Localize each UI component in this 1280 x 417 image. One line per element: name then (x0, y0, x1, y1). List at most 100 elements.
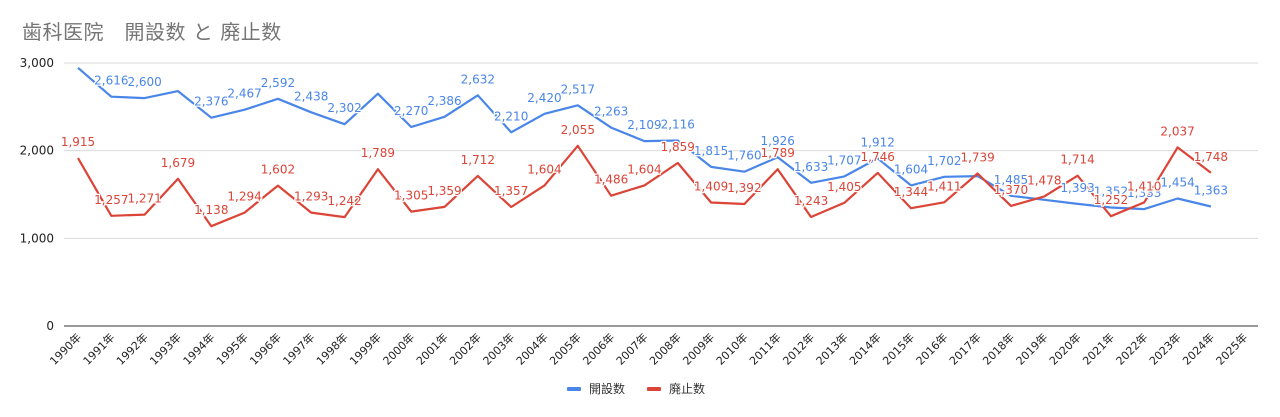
data-label: 1,357 (494, 184, 528, 198)
series-line-opened (77, 66, 1212, 211)
legend-item-closed[interactable]: 廃止数 (647, 380, 705, 397)
data-label: 1,714 (1060, 153, 1094, 167)
data-label: 1,486 (594, 173, 628, 187)
data-label: 2,420 (527, 91, 561, 105)
data-label: 1,242 (327, 194, 361, 208)
data-label: 1,602 (261, 163, 295, 177)
x-tick-label: 1999年 (347, 330, 384, 367)
data-label: 1,859 (661, 140, 695, 154)
x-tick-label: 2011年 (746, 330, 783, 367)
data-label: 1,712 (461, 153, 495, 167)
x-tick-label: 2019年 (1013, 330, 1050, 367)
x-tick-label: 2013年 (813, 330, 850, 367)
data-label: 2,616 (94, 74, 128, 88)
data-label: 1,138 (194, 203, 228, 217)
x-tick-label: 1997年 (280, 330, 317, 367)
data-label: 1,370 (994, 183, 1028, 197)
data-label: 1,789 (361, 146, 395, 160)
data-label: 1,633 (794, 160, 828, 174)
data-label: 1,392 (727, 181, 761, 195)
gridlines (64, 62, 1258, 327)
x-tick-label: 2022年 (1113, 330, 1150, 367)
data-label: 1,393 (1060, 181, 1094, 195)
data-label: 1,739 (960, 151, 994, 165)
data-label: 1,271 (127, 192, 161, 206)
y-tick-label: 1,000 (20, 231, 54, 245)
data-label: 2,210 (494, 109, 528, 123)
data-label: 2,055 (561, 123, 595, 137)
chart-title: 歯科医院 開設数 と 廃止数 (22, 20, 282, 44)
x-tick-label: 2001年 (413, 330, 450, 367)
data-label: 1,789 (761, 146, 795, 160)
data-label: 1,363 (1194, 184, 1228, 198)
x-axis-labels: 1990年1991年1992年1993年1994年1995年1996年1997年… (47, 330, 1251, 367)
data-label: 1,746 (861, 150, 895, 164)
legend: 開設数 廃止数 (567, 380, 705, 397)
data-label: 1,926 (761, 134, 795, 148)
data-label: 1,748 (1194, 150, 1228, 164)
legend-swatch-blue-icon (567, 386, 581, 391)
data-label: 2,037 (1160, 124, 1194, 138)
data-label: 2,302 (327, 101, 361, 115)
x-tick-label: 2018年 (980, 330, 1017, 367)
data-label: 2,438 (294, 89, 328, 103)
data-label: 1,409 (694, 179, 728, 193)
data-label: 2,386 (427, 94, 461, 108)
y-axis-labels: 0 1,000 2,000 3,000 (20, 56, 54, 333)
x-tick-label: 2017年 (946, 330, 983, 367)
legend-swatch-red-icon (647, 386, 662, 391)
data-label: 1,604 (527, 162, 561, 176)
x-tick-label: 2015年 (880, 330, 917, 367)
x-tick-label: 1992年 (113, 330, 150, 367)
data-label: 1,912 (861, 135, 895, 149)
data-label: 1,604 (894, 162, 928, 176)
data-label: 1,344 (894, 185, 928, 199)
x-tick-label: 2007年 (613, 330, 650, 367)
data-label: 1,454 (1160, 176, 1194, 190)
data-label: 2,592 (261, 76, 295, 90)
x-tick-label: 1996年 (247, 330, 284, 367)
data-label: 1,333 (1127, 186, 1161, 200)
data-label: 1,707 (827, 153, 861, 167)
data-label: 1,352 (1094, 184, 1128, 198)
data-label: 2,632 (461, 72, 495, 86)
data-label: 1,702 (927, 154, 961, 168)
data-label: 2,270 (394, 104, 428, 118)
x-tick-label: 1991年 (80, 330, 117, 367)
data-label: 2,517 (561, 82, 595, 96)
data-label: 1,405 (827, 180, 861, 194)
legend-item-opened[interactable]: 開設数 (567, 380, 625, 397)
data-label: 2,600 (127, 75, 161, 89)
data-label: 2,467 (227, 87, 261, 101)
y-tick-label: 2,000 (20, 144, 54, 158)
data-label: 1,679 (161, 156, 195, 170)
x-tick-label: 2003年 (480, 330, 517, 367)
data-label: 1,243 (794, 194, 828, 208)
data-label: 1,359 (427, 184, 461, 198)
data-label: 2,263 (594, 105, 628, 119)
data-label: 1,257 (94, 193, 128, 207)
legend-label: 開設数 (589, 382, 626, 396)
x-tick-label: 1994年 (180, 330, 217, 367)
data-label: 1,815 (694, 144, 728, 158)
data-label: 1,252 (1094, 193, 1128, 207)
x-tick-label: 1995年 (213, 330, 250, 367)
x-tick-label: 2009年 (680, 330, 717, 367)
x-tick-label: 2005年 (546, 330, 583, 367)
x-tick-label: 2024年 (1180, 330, 1217, 367)
data-label: 1,604 (627, 162, 661, 176)
x-tick-label: 2012年 (780, 330, 817, 367)
legend-label: 廃止数 (669, 382, 706, 396)
data-label: 2,109 (627, 118, 661, 132)
x-tick-label: 2016年 (913, 330, 950, 367)
y-tick-label: 0 (46, 319, 54, 333)
x-tick-label: 2023年 (1146, 330, 1183, 367)
data-label: 1,760 (727, 149, 761, 163)
data-label: 1,478 (1027, 173, 1061, 187)
data-label: 1,915 (61, 135, 95, 149)
x-tick-label: 1993年 (147, 330, 184, 367)
x-tick-label: 2002年 (446, 330, 483, 367)
y-tick-label: 3,000 (20, 56, 54, 70)
